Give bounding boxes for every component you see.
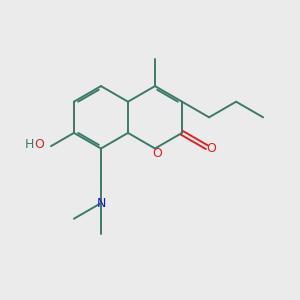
Text: H: H: [25, 138, 34, 151]
Text: O: O: [34, 138, 44, 151]
Text: O: O: [152, 147, 162, 161]
Text: O: O: [206, 142, 216, 155]
Text: N: N: [96, 196, 106, 210]
